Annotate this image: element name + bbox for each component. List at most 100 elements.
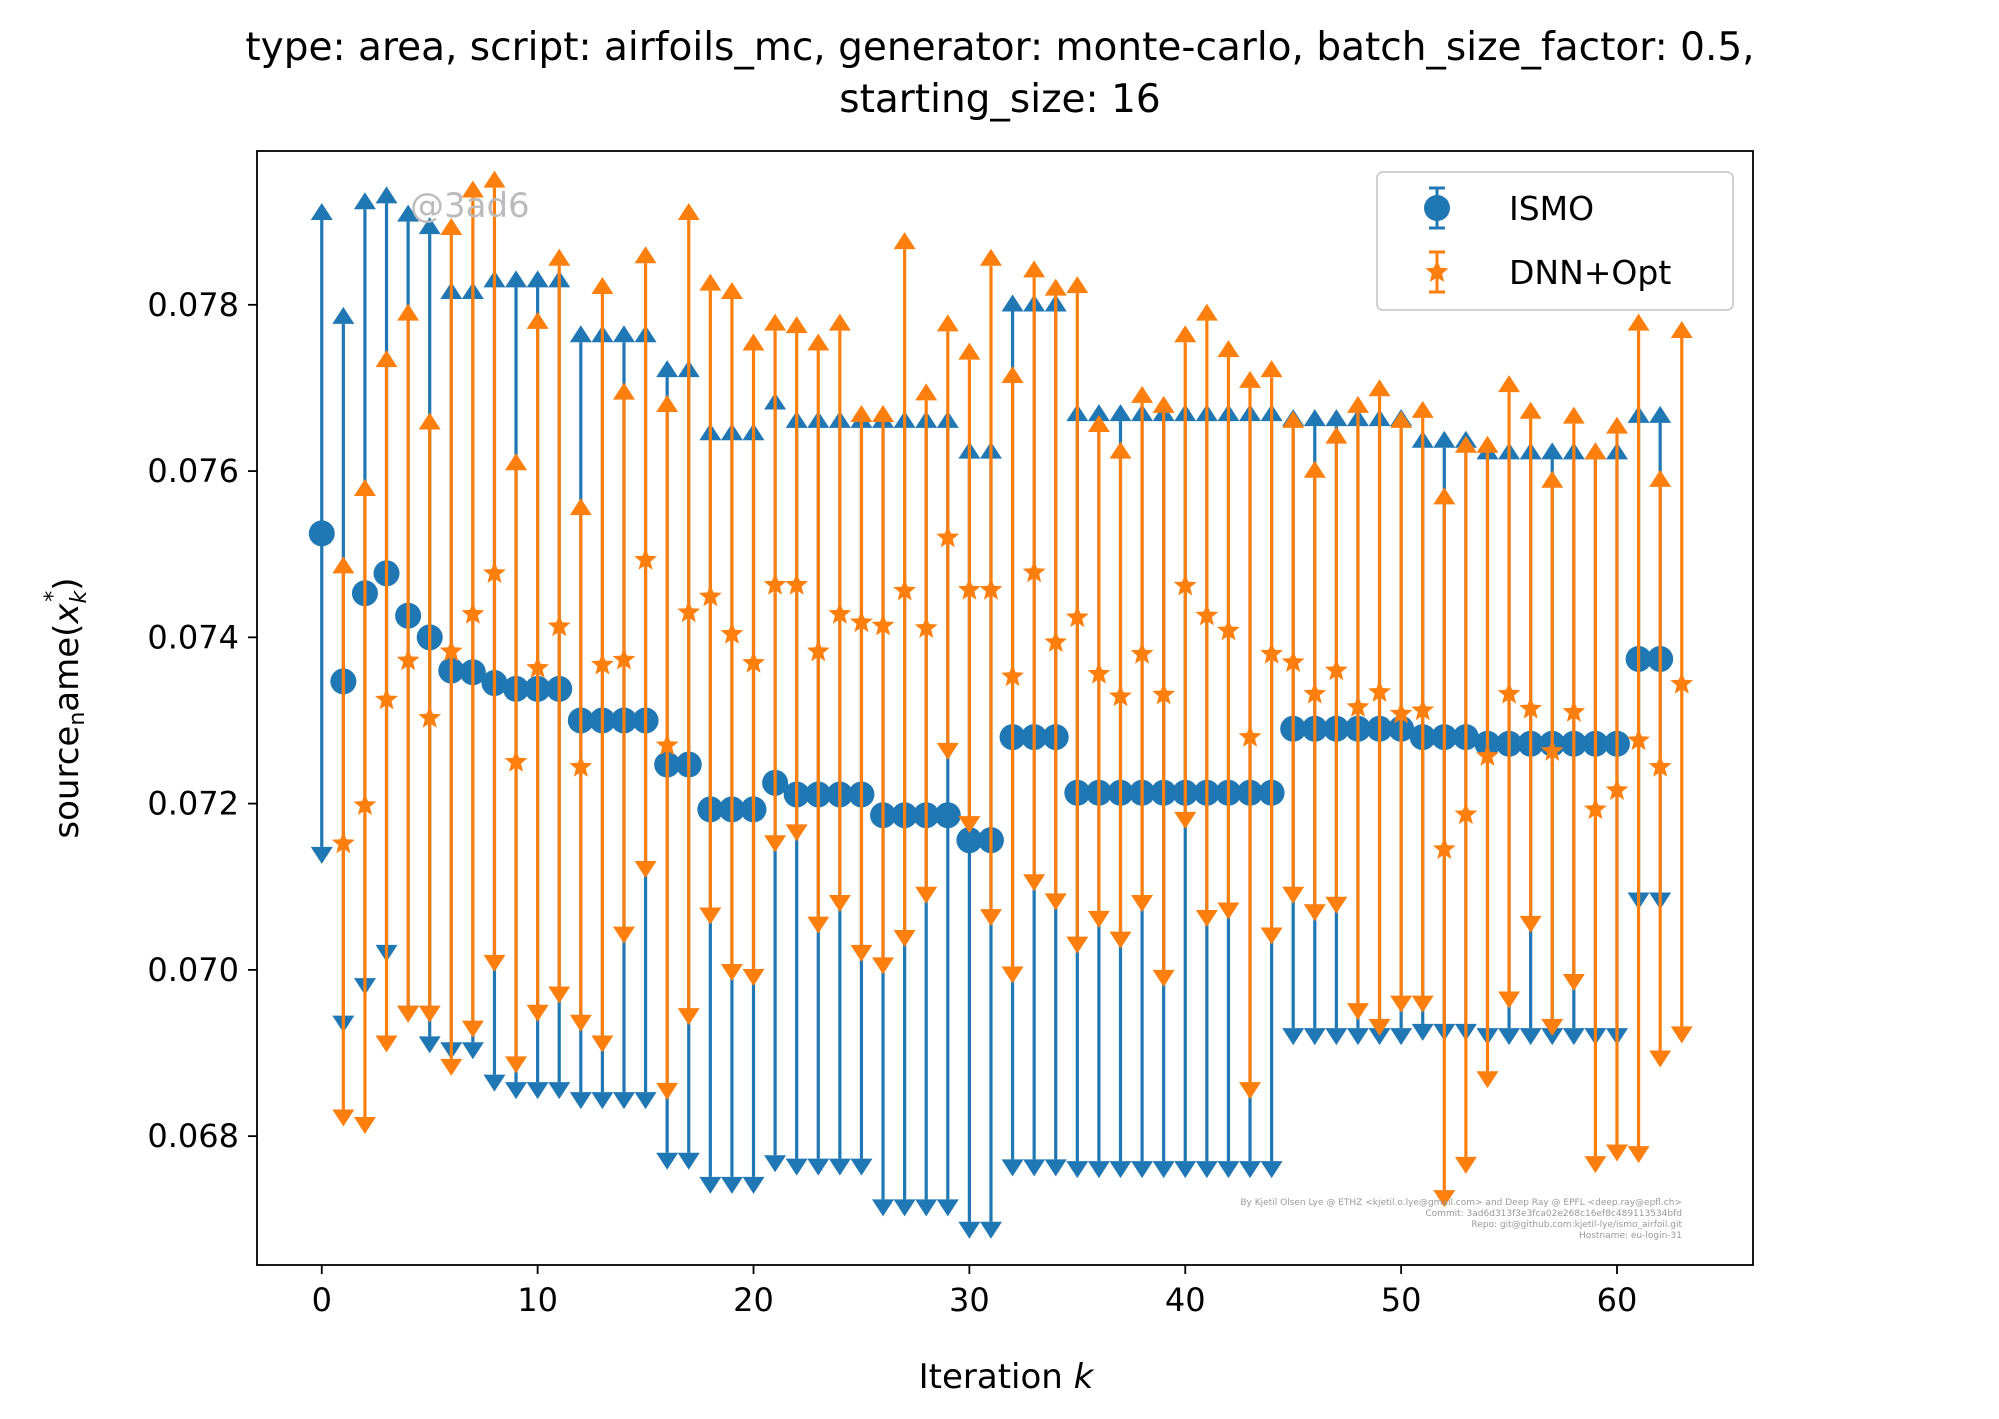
data-point — [1087, 661, 1111, 684]
lower-limit-arrow — [1260, 1161, 1283, 1179]
y-tick-label: 0.072 — [147, 785, 239, 823]
upper-limit-arrow — [958, 342, 981, 360]
data-point — [1670, 671, 1694, 694]
upper-limit-arrow — [332, 556, 355, 574]
lower-limit-arrow — [1066, 1161, 1089, 1179]
upper-limit-arrow — [634, 246, 657, 264]
legend-box — [1376, 171, 1734, 311]
upper-limit-arrow — [1498, 375, 1521, 393]
data-point — [1281, 650, 1305, 672]
upper-limit-arrow — [1303, 460, 1326, 478]
data-point — [1260, 642, 1283, 664]
upper-limit-arrow — [505, 453, 528, 471]
data-point — [504, 750, 528, 772]
lower-limit-arrow — [1454, 1156, 1477, 1174]
data-point — [1648, 755, 1672, 777]
upper-limit-arrow — [656, 395, 679, 413]
legend-label-ismo: ISMO — [1509, 189, 1594, 228]
lower-limit-arrow — [634, 860, 657, 878]
lower-limit-arrow — [893, 929, 916, 947]
lower-limit-arrow — [720, 1176, 743, 1194]
lower-limit-arrow — [807, 1158, 830, 1176]
lower-limit-arrow — [1541, 1018, 1564, 1036]
upper-limit-arrow — [397, 204, 420, 222]
lower-limit-arrow — [1087, 910, 1110, 928]
lower-limit-arrow — [353, 1117, 376, 1135]
x-tick-label: 0 — [312, 1281, 332, 1319]
data-point — [1001, 664, 1024, 687]
data-point — [958, 577, 981, 600]
data-point — [720, 622, 744, 644]
lower-limit-arrow — [1498, 1028, 1521, 1046]
lower-limit-arrow — [1282, 1028, 1305, 1046]
lower-limit-arrow — [1174, 811, 1197, 829]
lower-limit-arrow — [958, 816, 981, 834]
chart-title-line2: starting_size: 16 — [839, 77, 1160, 122]
lower-limit-arrow — [1131, 895, 1154, 913]
x-tick-label: 10 — [517, 1281, 558, 1319]
upper-limit-arrow — [461, 180, 484, 198]
lower-limit-arrow — [850, 944, 873, 962]
lower-limit-arrow — [1195, 1161, 1218, 1179]
lower-limit-arrow — [1390, 1028, 1413, 1046]
lower-limit-arrow — [1519, 1028, 1542, 1046]
lower-limit-arrow — [720, 964, 743, 982]
upper-limit-arrow — [742, 333, 765, 351]
lower-limit-arrow — [893, 1199, 916, 1217]
lower-limit-arrow — [1282, 886, 1305, 904]
lower-limit-arrow — [1411, 995, 1434, 1013]
upper-limit-arrow — [1519, 401, 1542, 419]
lower-limit-arrow — [526, 1004, 549, 1022]
upper-limit-arrow — [828, 313, 851, 331]
data-point — [1303, 681, 1327, 704]
upper-limit-arrow — [1390, 410, 1413, 428]
upper-limit-arrow — [1195, 303, 1218, 321]
lower-limit-arrow — [936, 1199, 959, 1217]
y-tick-label: 0.068 — [147, 1117, 239, 1155]
lower-limit-arrow — [1066, 936, 1089, 954]
lower-limit-arrow — [1411, 1023, 1434, 1041]
lower-limit-arrow — [332, 1109, 355, 1127]
lower-limit-arrow — [1498, 991, 1521, 1009]
upper-limit-arrow — [1541, 470, 1564, 488]
data-point — [418, 706, 442, 728]
lower-limit-arrow — [1541, 1028, 1564, 1046]
legend: ISMO DNN+Opt — [1376, 171, 1734, 311]
upper-limit-arrow — [893, 232, 916, 250]
data-point — [353, 793, 377, 815]
upper-limit-arrow — [1649, 469, 1672, 487]
y-tick-label: 0.070 — [147, 951, 239, 989]
upper-limit-arrow — [1454, 435, 1477, 453]
lower-limit-arrow — [1109, 931, 1132, 949]
y-axis-label: sourcename(xk*) — [41, 577, 92, 838]
upper-limit-arrow — [332, 306, 355, 324]
lower-limit-arrow — [569, 1014, 592, 1032]
data-point — [914, 616, 938, 638]
lower-limit-arrow — [742, 969, 765, 987]
data-point — [1044, 630, 1068, 652]
data-point — [1346, 695, 1370, 717]
data-point — [1562, 700, 1586, 722]
lower-limit-arrow — [612, 926, 635, 944]
data-point — [828, 602, 852, 624]
lower-limit-arrow — [1584, 1156, 1607, 1174]
lower-limit-arrow — [656, 1152, 679, 1170]
upper-limit-arrow — [1433, 487, 1456, 505]
upper-limit-arrow — [1066, 276, 1089, 294]
data-point — [1109, 684, 1132, 707]
upper-limit-arrow — [526, 270, 549, 288]
upper-limit-arrow — [699, 273, 722, 291]
x-tick-label: 40 — [1165, 1281, 1206, 1319]
lower-limit-arrow — [828, 1158, 851, 1176]
lower-limit-arrow — [1001, 1159, 1024, 1177]
upper-limit-arrow — [1627, 313, 1650, 331]
lower-limit-arrow — [418, 1005, 441, 1023]
data-point — [1195, 603, 1219, 626]
lower-limit-arrow — [1109, 1161, 1132, 1179]
data-point — [308, 520, 335, 547]
data-point — [1368, 680, 1391, 702]
upper-limit-arrow — [591, 276, 614, 294]
lower-limit-arrow — [397, 1005, 420, 1023]
upper-limit-arrow — [1325, 409, 1348, 427]
data-point — [1605, 778, 1629, 800]
